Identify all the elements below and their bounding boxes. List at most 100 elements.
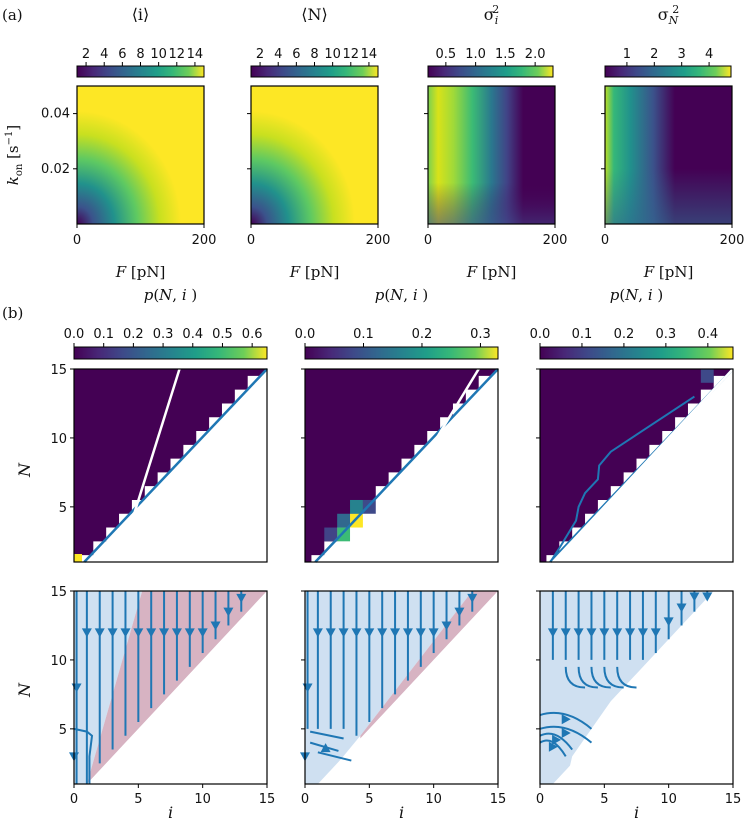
colorbar-tick-label: 0.4 [697, 327, 718, 342]
flow-arrow-down [390, 628, 401, 638]
flow-arrow-down [702, 592, 713, 602]
row-a-xlabel: F [pN] [115, 263, 166, 281]
row-a-panel-2: ⟨N⟩ 2 4 6 8 10 12 14 0 200 F [pN] [247, 5, 391, 281]
annotation-force: F = 0 pN [148, 500, 238, 518]
probability-cell [362, 499, 376, 514]
row-a-panel-4: σN2 1 2 3 4 0 200 F [pN] [601, 3, 745, 281]
x-tick-label: 0 [301, 792, 309, 807]
flow-arrow-right [548, 741, 558, 752]
probability-peak-cell [74, 554, 82, 562]
streamline-curve [577, 666, 598, 689]
flow-arrow-down [210, 621, 221, 631]
row-a-ylabel: kon [s−1] [4, 125, 25, 186]
row-b-distributions: p(N, i )0.0 0.1 0.2 0.3 0.4 0.5 0.6F = 0 pNkon… [15, 286, 734, 563]
row-a-xlabel: F [pN] [289, 263, 340, 281]
colorbar-tick-label: 8 [136, 47, 144, 62]
flow-arrow-down [223, 607, 234, 617]
panel-label-b: (b) [2, 304, 23, 322]
colorbar-tick-label: 14 [187, 47, 204, 62]
probability-cell [337, 513, 351, 528]
row-a-colorbar-2 [250, 65, 379, 78]
frame [73, 368, 268, 563]
colorbar-tick-label: 10 [324, 47, 341, 62]
colorbar-tick-label: 0.5 [436, 47, 457, 62]
streamline-curve [309, 730, 344, 740]
row-a-heatmap-shade [428, 86, 555, 224]
row-c-ylabel: N [15, 682, 34, 698]
row-b-colorbar [73, 346, 268, 360]
colorbar-tick-label: 0.3 [153, 327, 174, 342]
flow-arrow-down [612, 628, 623, 638]
row-a-title-1: ⟨i⟩ [132, 5, 150, 24]
streamline-curve [539, 725, 593, 744]
flow-arrow-right [561, 727, 571, 738]
colorbar-tick-label: 0.4 [182, 327, 203, 342]
annotation-force: F = 30 pN [379, 500, 478, 518]
flow-arrow-down [377, 628, 388, 638]
x-tick-label: 10 [194, 792, 211, 807]
panel-label-a: (a) [2, 6, 23, 24]
probability-cell [350, 513, 363, 528]
flow-arrow-down [650, 628, 661, 638]
streamline-curve [590, 666, 611, 689]
row-a-frame [427, 85, 556, 225]
row-c-panel-2: 0 5 10 15 i [300, 590, 506, 822]
row-b-colorbar-label: p(N, i ) [375, 286, 429, 304]
x-tick-label: 200 [366, 233, 391, 248]
flow-arrow-down [364, 628, 375, 638]
flow-arrow-down [599, 628, 610, 638]
flow-arrow-down [120, 628, 131, 638]
x-tick-label: 0 [536, 792, 544, 807]
flow-arrow-down [637, 628, 648, 638]
annotation-force: F = 100 pN [614, 500, 723, 518]
colorbar-tick-label: 1.0 [465, 47, 486, 62]
flow-arrow-down [312, 628, 323, 638]
flow-arrow-down [573, 628, 584, 638]
boundary-line [549, 395, 695, 563]
flow-arrow-down [467, 593, 478, 603]
row-a-panel-1: ⟨i⟩ 2 4 6 8 10 12 14 0 200 F [pN] 0.02 0.04 [41, 5, 216, 281]
row-c-panel-3: 0 5 10 15 i [536, 590, 741, 822]
mean-trajectory-line [381, 368, 480, 529]
colorbar-tick-label: 0.3 [656, 327, 677, 342]
row-a-heatmap-1 [77, 86, 204, 224]
x-tick-label: 0 [247, 233, 255, 248]
row-a-panel-3: σi2 0.5 1.0 1.5 2.0 0 200 F [pN] [424, 3, 568, 281]
row-b-ylabel: N [15, 462, 34, 478]
x-tick-label: 0 [70, 792, 78, 807]
row-c-xlabel: i [634, 803, 639, 822]
row-a-heatmap-2 [251, 86, 378, 224]
flow-arrow-down [402, 628, 413, 638]
streamline-curve [564, 666, 586, 689]
colorbar-tick-label: 0.2 [123, 327, 144, 342]
colorbar-tick-label: 12 [169, 47, 186, 62]
row-a-xlabel: F [pN] [643, 263, 694, 281]
flow-arrow-down [415, 628, 426, 638]
colorbar-tick-label: 0.6 [242, 327, 263, 342]
flow-arrow-down [625, 628, 636, 638]
row-a-title-3: σi2 [484, 3, 499, 27]
flow-arrow-down [94, 628, 105, 638]
colorbar-tick-label: 6 [118, 47, 126, 62]
flow-arrow-down [159, 628, 170, 638]
flow-region-empty [552, 591, 733, 784]
colorbar-tick-label: 0.0 [530, 327, 551, 342]
streamline-curve [317, 751, 352, 762]
frame [539, 368, 734, 563]
streamline-curve [616, 666, 637, 689]
streamline-curve [539, 711, 593, 730]
flow-arrow-right [561, 714, 571, 725]
y-tick-label: 5 [59, 501, 67, 516]
row-c-xlabel: i [399, 803, 404, 822]
flow-arrow-down [428, 628, 439, 638]
x-tick-label: 5 [365, 792, 373, 807]
flow-arrow-down [338, 628, 349, 638]
streamline-curve [539, 732, 573, 751]
y-tick-label: 15 [50, 585, 67, 600]
flow-arrow-down [171, 628, 182, 638]
flow-arrow-down [107, 628, 118, 638]
flow-arrow-down [197, 628, 208, 638]
probability-cell [350, 499, 363, 514]
